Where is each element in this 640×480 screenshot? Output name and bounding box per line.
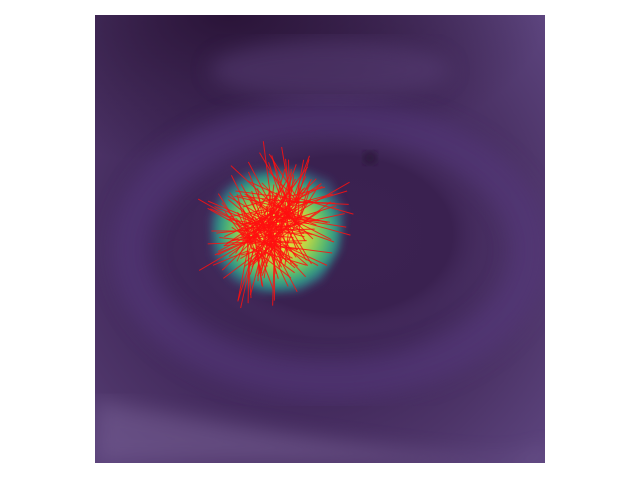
ray (268, 153, 300, 201)
ray (237, 247, 255, 301)
ray (248, 217, 261, 251)
ray (230, 165, 278, 209)
ray (272, 171, 293, 205)
ray (296, 219, 351, 236)
ray (295, 196, 354, 215)
ray (277, 225, 282, 250)
ray (230, 175, 258, 227)
ray (258, 246, 268, 267)
ray (271, 224, 313, 236)
ray (270, 187, 306, 226)
highlight (210, 40, 450, 100)
ray (298, 201, 332, 226)
ray (269, 199, 286, 217)
ray (251, 207, 288, 233)
ray (273, 247, 298, 293)
ray (267, 184, 275, 233)
ray (275, 210, 321, 242)
ray (296, 212, 301, 233)
ray (270, 200, 312, 221)
ray (259, 210, 276, 232)
ray (283, 214, 330, 223)
ray (271, 202, 282, 242)
ray (240, 243, 265, 259)
ray (262, 141, 272, 199)
ray (234, 195, 293, 211)
image (95, 15, 545, 463)
ray (197, 198, 254, 231)
ray (275, 183, 322, 214)
ray (268, 171, 300, 204)
ray (223, 251, 260, 279)
ray (240, 228, 262, 236)
ray (271, 235, 283, 262)
ray (252, 238, 276, 246)
ray (244, 214, 262, 243)
ray (249, 235, 263, 274)
eye-ring (110, 100, 545, 400)
ray (281, 211, 298, 251)
ray (281, 190, 298, 222)
ray (226, 218, 258, 225)
ray (217, 235, 260, 256)
ray (256, 250, 272, 277)
ray (247, 250, 250, 304)
ray-group (197, 141, 354, 309)
ray (210, 208, 251, 228)
ray (237, 224, 268, 231)
ray (221, 236, 258, 271)
highlight (95, 400, 545, 463)
ray (212, 250, 249, 266)
ray (262, 218, 285, 244)
spot (363, 151, 377, 165)
ray (297, 184, 300, 218)
ray (271, 155, 288, 216)
ray (237, 211, 248, 233)
ray (244, 193, 272, 214)
ray (285, 224, 335, 243)
ray (251, 248, 307, 266)
ray (288, 159, 291, 211)
ray (275, 241, 328, 266)
